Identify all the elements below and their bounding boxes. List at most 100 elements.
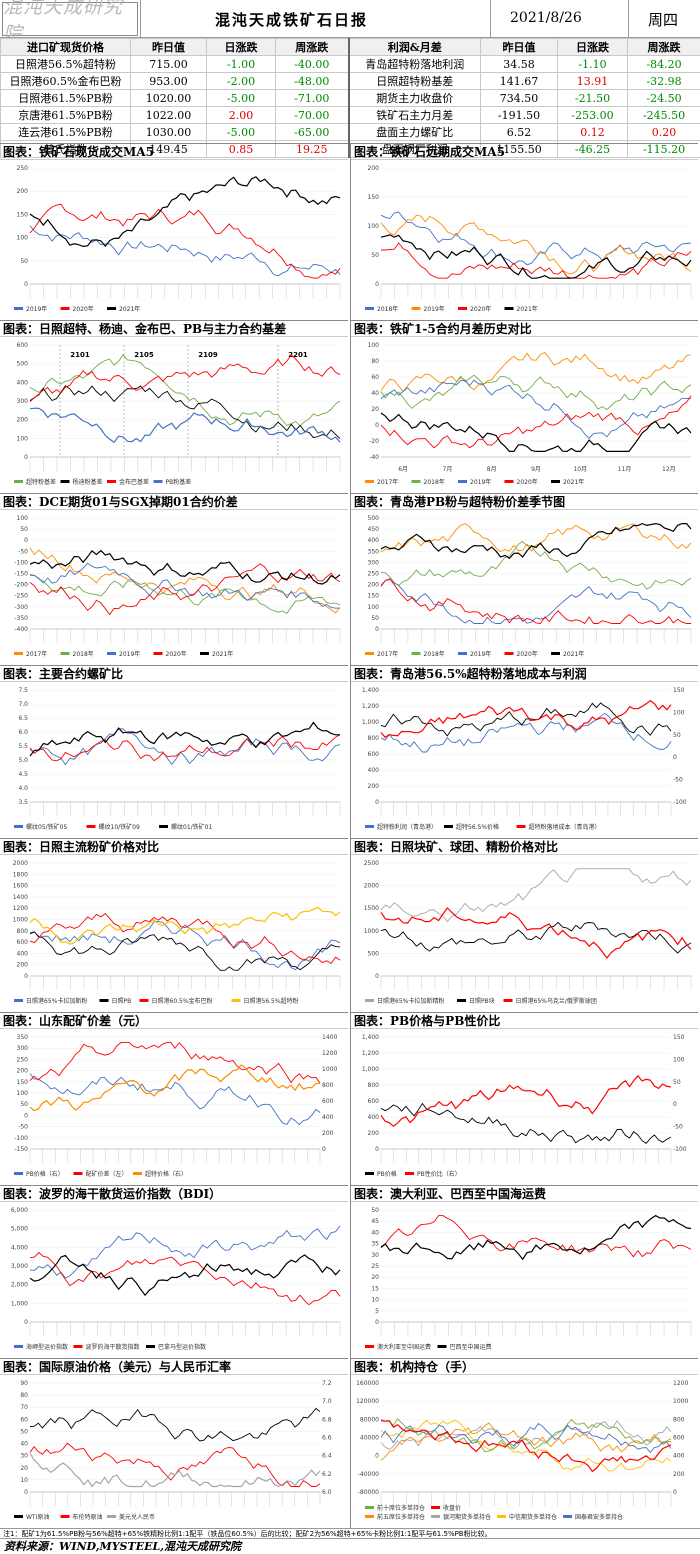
y-tick-label: 0 <box>375 422 379 429</box>
y-tick-label: 6.0 <box>18 729 28 736</box>
legend-swatch <box>444 825 453 828</box>
row-week-change: -24.50 <box>628 90 700 107</box>
y2-tick-label: 600 <box>673 1435 685 1442</box>
row-name: 日照港60.5%金布巴粉 <box>1 73 131 90</box>
legend-swatch <box>200 652 209 655</box>
report-header: 混沌天成研究院 混沌天成铁矿石日报 2021/8/26 周四 <box>0 0 700 38</box>
legend-label: 超特价格（右） <box>145 1170 187 1178</box>
y-tick-label: 500 <box>17 361 29 368</box>
legend-label: 2017年 <box>377 650 398 658</box>
y-tick-label: 0 <box>375 1319 379 1326</box>
col-header: 周涨跌 <box>276 39 349 56</box>
y-tick-label: 600 <box>17 342 29 349</box>
legend-label: 螺纹10/铁矿09 <box>99 823 140 831</box>
legend-label: 中信期货多单持仓 <box>509 1513 557 1521</box>
series-line <box>381 215 691 274</box>
y-tick-label: 0 <box>375 799 379 806</box>
y-tick-label: 600 <box>368 1098 380 1105</box>
legend-swatch <box>365 1515 374 1518</box>
y2-tick-label: 6.4 <box>322 1453 332 1460</box>
report-title: 混沌天成铁矿石日报 <box>215 9 368 30</box>
y-tick-label: 60 <box>20 1416 28 1423</box>
legend-label: 2017年 <box>26 650 47 658</box>
y-tick-label: 350 <box>17 1034 29 1041</box>
row-value: 6.52 <box>481 124 558 141</box>
y-tick-label: -200 <box>14 582 28 589</box>
legend-label: 2020年 <box>166 650 187 658</box>
series-line <box>381 579 691 624</box>
legend-label: PB价格（右） <box>26 1170 64 1178</box>
row-day-change: -1.10 <box>558 56 628 73</box>
y-tick-label: 50 <box>20 258 28 265</box>
series-line <box>30 1074 320 1125</box>
legend-swatch <box>14 999 23 1002</box>
legend-label: 2018年 <box>377 305 398 313</box>
y-tick-label: 0 <box>375 281 379 288</box>
col-header: 利润&月差 <box>349 39 481 56</box>
y-tick-label: -50 <box>18 548 28 555</box>
y-tick-label: 400 <box>368 537 380 544</box>
legend-label: 日照港65%乌克兰/俄罗斯球团 <box>516 997 597 1005</box>
y-tick-label: 200 <box>17 962 29 969</box>
y2-tick-label: 100 <box>673 709 685 716</box>
y-tick-label: 6.5 <box>18 715 28 722</box>
col-header: 日涨跌 <box>207 39 276 56</box>
chart-legend: 日照港65%卡拉加斯精粉日照PB块日照港65%乌克兰/俄罗斯球团 <box>365 997 597 1005</box>
y-tick-label: 100 <box>17 1090 29 1097</box>
legend-label: 2019年 <box>26 305 47 313</box>
y-tick-label: 20 <box>20 1465 28 1472</box>
y2-tick-label: 100 <box>673 1056 685 1063</box>
row-day-change: -253.00 <box>558 107 628 124</box>
y-tick-label: 100 <box>368 342 380 349</box>
y-tick-label: 400 <box>368 767 380 774</box>
row-value: 1020.00 <box>131 90 207 107</box>
series-line <box>381 1421 671 1450</box>
y-tick-label: 350 <box>368 548 380 555</box>
series-line <box>30 1043 320 1084</box>
legend-swatch <box>405 1172 414 1175</box>
legend-swatch <box>365 307 374 310</box>
row-day-change: -5.00 <box>207 124 276 141</box>
legend-label: 日照港65%卡拉加斯粉 <box>26 997 87 1005</box>
y-tick-label: 4.0 <box>18 785 28 792</box>
y-tick-label: 70 <box>20 1404 28 1411</box>
legend-swatch <box>365 1345 374 1348</box>
y-tick-label: -100 <box>14 1135 28 1142</box>
legend-swatch <box>412 652 421 655</box>
series-line <box>381 869 691 922</box>
y-tick-label: 35 <box>371 1241 379 1248</box>
legend-label: 2021年 <box>212 650 233 658</box>
y-tick-label: 1800 <box>13 871 28 878</box>
legend-swatch <box>458 480 467 483</box>
row-day-change: 13.91 <box>558 73 628 90</box>
y2-tick-label: 200 <box>322 1130 334 1137</box>
y-tick-label: 1000 <box>13 917 28 924</box>
report-weekday: 周四 <box>648 9 678 30</box>
x-tick-label: 10月 <box>573 466 587 473</box>
chart-svg: 16000012000080000400000-40000-8000012001… <box>351 1375 697 1526</box>
y-tick-label: 300 <box>17 398 29 405</box>
series-line <box>381 703 671 736</box>
y-tick-label: 80000 <box>360 1416 379 1423</box>
chart-legend: 超特粉利润（青岛港）超特56.5%价格超特粉落地成本（青岛港） <box>365 823 601 831</box>
chart-svg: 50454035302520151050澳大利亚至中国运费巴西至中国运费 <box>351 1202 697 1356</box>
y-tick-label: 150 <box>368 593 380 600</box>
contract-label: 2101 <box>70 351 90 359</box>
y2-tick-label: 800 <box>673 1416 685 1423</box>
y-tick-label: -50 <box>18 1124 28 1131</box>
legend-swatch <box>74 1172 83 1175</box>
y-tick-label: 30 <box>371 1252 379 1259</box>
x-tick-label: 6月 <box>398 466 408 473</box>
legend-swatch <box>431 1515 440 1518</box>
legend-swatch <box>365 652 374 655</box>
chart-svg: 100500-50-100-150-200-250-300-350-400201… <box>0 510 346 663</box>
series-line <box>381 1216 691 1260</box>
